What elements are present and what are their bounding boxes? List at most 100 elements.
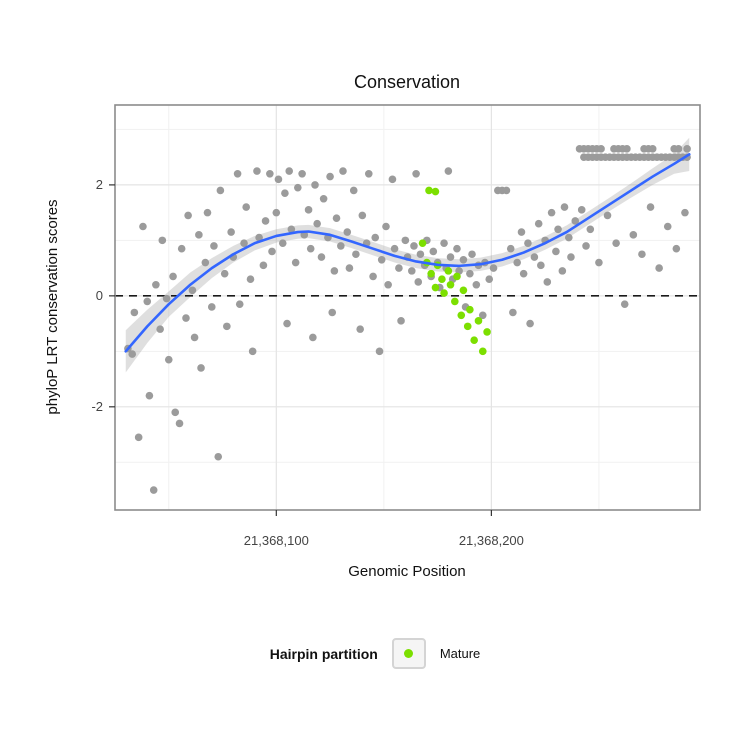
data-point-other bbox=[502, 186, 511, 195]
data-point-other bbox=[259, 261, 268, 270]
data-point-mature bbox=[474, 317, 483, 325]
mature-point-swatch bbox=[404, 649, 414, 658]
data-point-other bbox=[328, 308, 337, 317]
data-point-other bbox=[285, 167, 294, 175]
data-point-mature bbox=[418, 239, 427, 247]
data-point-other bbox=[216, 186, 225, 195]
panel-border bbox=[114, 104, 701, 511]
data-point-other bbox=[412, 169, 420, 178]
data-point-other bbox=[672, 244, 681, 253]
data-point-other bbox=[466, 269, 474, 278]
data-point-mature bbox=[438, 275, 446, 284]
data-point-other bbox=[408, 267, 416, 275]
data-point-other bbox=[472, 280, 481, 289]
data-point-other bbox=[349, 186, 358, 195]
data-point-other bbox=[612, 239, 620, 247]
data-point-other bbox=[543, 278, 552, 286]
data-point-other bbox=[364, 169, 373, 178]
plot-panel bbox=[115, 105, 700, 510]
data-point-mature bbox=[470, 336, 478, 345]
data-point-other bbox=[134, 433, 143, 442]
data-point-other bbox=[156, 325, 164, 333]
data-point-other bbox=[210, 242, 218, 250]
data-point-other bbox=[261, 217, 270, 225]
data-point-other bbox=[130, 308, 139, 317]
data-point-other bbox=[283, 319, 291, 328]
data-point-other bbox=[203, 208, 212, 217]
data-point-mature bbox=[425, 186, 433, 195]
data-point-other bbox=[177, 244, 186, 253]
data-point-mature bbox=[446, 280, 455, 289]
chart-title: Conservation bbox=[354, 72, 460, 92]
data-point-other bbox=[298, 169, 306, 178]
data-point-other bbox=[597, 145, 605, 153]
data-point-other bbox=[524, 239, 532, 247]
legend: Hairpin partition Mature bbox=[0, 638, 750, 669]
data-point-other bbox=[395, 264, 403, 272]
data-point-other bbox=[397, 317, 405, 325]
data-point-other bbox=[513, 258, 521, 267]
data-point-other bbox=[255, 233, 263, 242]
data-point-other bbox=[506, 244, 515, 253]
data-point-other bbox=[453, 244, 461, 253]
data-point-other bbox=[517, 228, 526, 236]
data-point-other bbox=[139, 222, 147, 231]
data-point-other bbox=[369, 272, 377, 281]
data-point-other bbox=[554, 225, 562, 234]
data-point-other bbox=[246, 275, 255, 284]
data-point-other bbox=[330, 267, 339, 275]
data-point-mature bbox=[466, 305, 474, 314]
data-point-other bbox=[343, 228, 352, 236]
data-point-other bbox=[190, 333, 199, 342]
data-point-mature bbox=[463, 322, 472, 331]
data-point-other bbox=[158, 236, 167, 245]
data-point-other bbox=[674, 145, 683, 153]
legend-item-label-mature: Mature bbox=[439, 646, 481, 661]
smooth-trend-line bbox=[124, 153, 691, 353]
data-point-other bbox=[571, 217, 580, 225]
y-axis-title: phyloP LRT conservation scores bbox=[44, 199, 61, 414]
data-point-other bbox=[377, 255, 386, 264]
data-point-other bbox=[220, 269, 229, 278]
data-point-other bbox=[248, 347, 257, 356]
data-point-other bbox=[382, 222, 390, 231]
data-point-other bbox=[530, 253, 539, 261]
data-point-other bbox=[143, 297, 152, 306]
data-point-mature bbox=[431, 283, 440, 292]
data-point-other bbox=[339, 167, 347, 175]
data-point-other bbox=[240, 239, 248, 247]
data-point-other bbox=[281, 189, 289, 198]
data-point-other bbox=[648, 145, 657, 153]
data-point-other bbox=[253, 167, 261, 175]
data-point-other bbox=[313, 219, 321, 228]
data-point-other bbox=[416, 250, 425, 259]
data-point-other bbox=[171, 408, 180, 417]
data-point-other bbox=[683, 145, 691, 153]
data-point-other bbox=[623, 145, 631, 153]
data-point-other bbox=[565, 233, 573, 242]
data-point-other bbox=[388, 175, 397, 184]
data-point-other bbox=[274, 175, 283, 184]
data-point-other bbox=[390, 244, 399, 253]
data-point-other bbox=[526, 319, 534, 328]
data-point-other bbox=[195, 231, 203, 239]
data-point-mature bbox=[478, 347, 487, 356]
data-point-other bbox=[429, 247, 438, 256]
legend-key bbox=[391, 638, 426, 669]
data-point-other bbox=[227, 228, 235, 236]
data-point-other bbox=[414, 278, 423, 286]
data-point-other bbox=[577, 206, 586, 214]
data-point-other bbox=[223, 322, 231, 331]
data-point-other bbox=[459, 255, 468, 264]
data-point-other bbox=[375, 347, 384, 356]
data-point-other bbox=[233, 169, 242, 178]
data-point-other bbox=[294, 183, 302, 192]
data-point-other bbox=[162, 294, 171, 303]
data-point-other bbox=[266, 169, 274, 178]
data-point-other bbox=[444, 167, 453, 175]
chart-layers: 21,368,100 21,368,200 2 0 -2 bbox=[91, 104, 701, 548]
data-point-other bbox=[197, 364, 205, 372]
data-point-other bbox=[582, 242, 590, 250]
data-point-other bbox=[519, 269, 528, 278]
